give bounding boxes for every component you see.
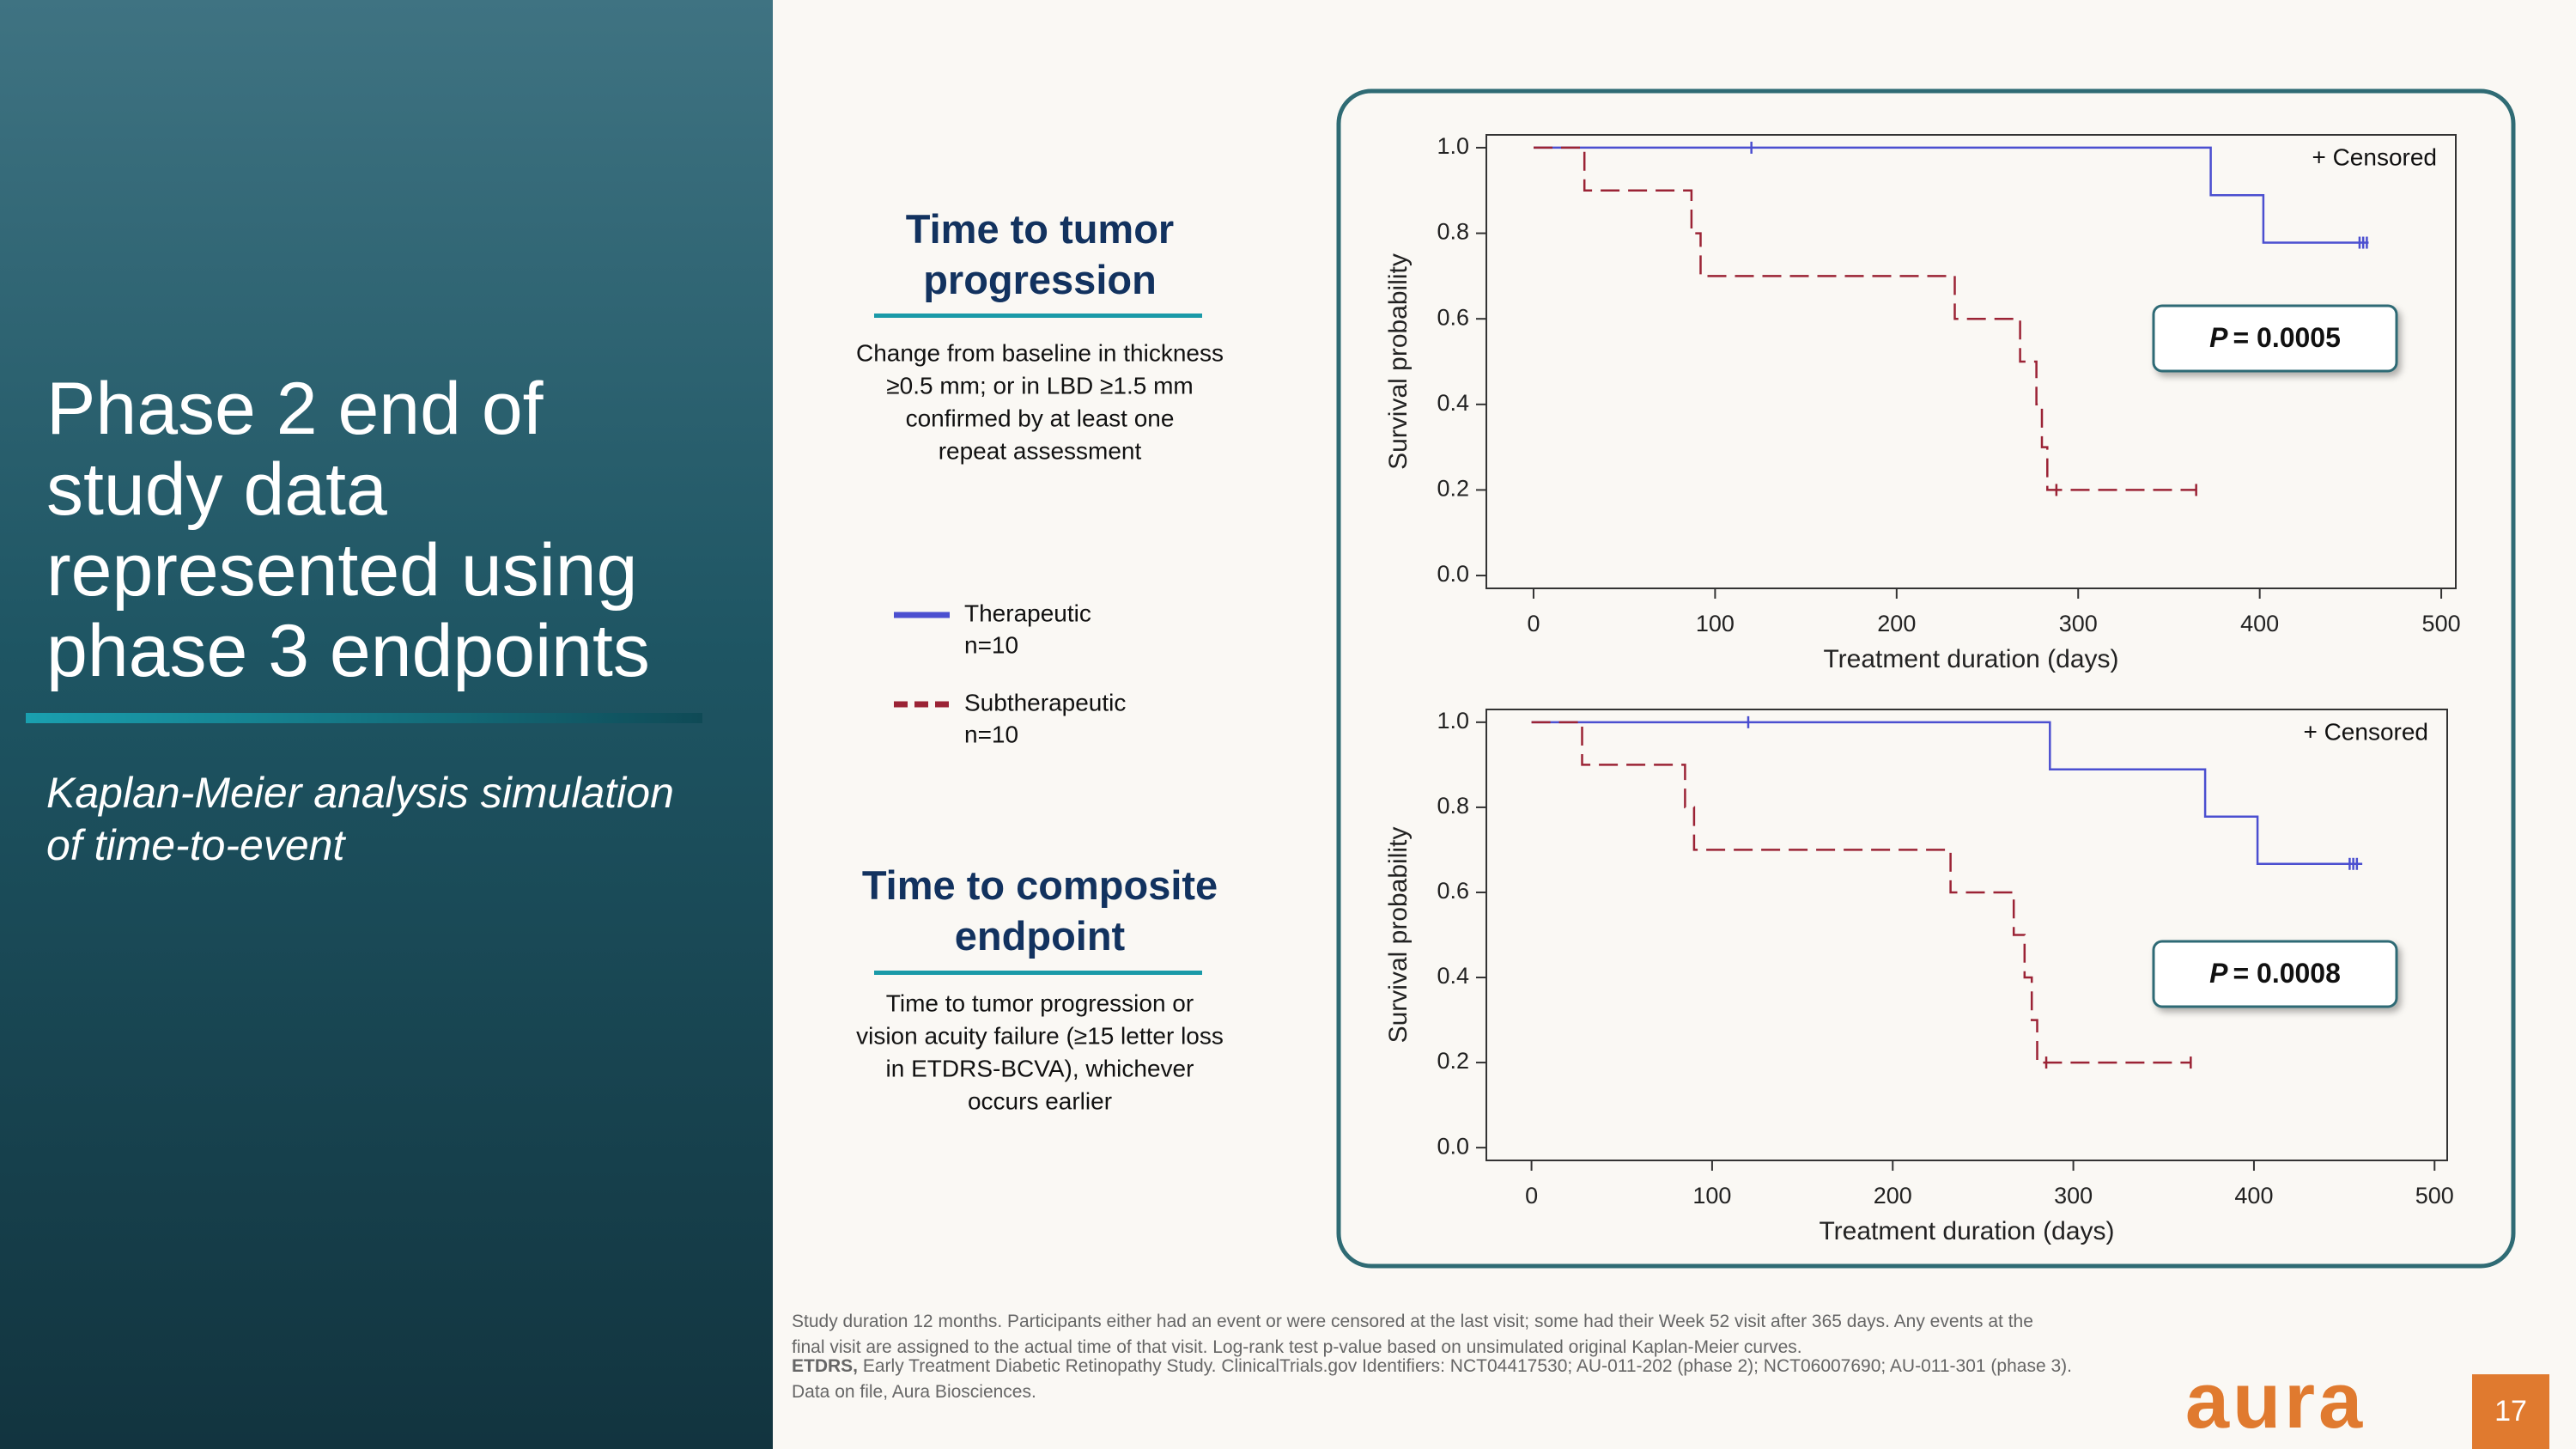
x-tick-label: 300 [2059,611,2098,636]
y-tick-label: 1.0 [1437,133,1469,159]
plot-frame [1485,134,2457,589]
censored-legend: + Censored [2312,143,2437,170]
y-tick-label: 0.2 [1437,1048,1469,1074]
x-axis-title: Treatment duration (days) [1819,1217,2114,1245]
footnote-term: ETDRS, [792,1356,858,1376]
left-panel [0,0,773,1449]
section-heading: Time to composite [862,862,1218,908]
slide-title: represented using [46,529,637,612]
section-description: ≥0.5 mm; or in LBD ≥1.5 mm [886,372,1194,399]
page-number: 17 [2494,1395,2527,1428]
section-heading: endpoint [955,913,1126,959]
footnote-line: ETDRS, Early Treatment Diabetic Retinopa… [792,1356,2072,1376]
p-symbol: P [2209,322,2228,353]
x-tick-label: 300 [2054,1183,2093,1209]
section-heading: Time to tumor [906,206,1174,252]
p-value: P = 0.0005 [2209,322,2341,353]
footnote-line: Data on file, Aura Biosciences. [792,1382,1036,1402]
survival-curve [1531,721,2363,866]
page-number-box [2472,1374,2549,1449]
footnote-line: Study duration 12 months. Participants e… [792,1312,2033,1331]
x-tick-label: 100 [1692,1183,1731,1209]
footnote-line: final visit are assigned to the actual t… [792,1337,1802,1357]
censored-legend: + Censored [2303,718,2428,745]
y-tick-label: 1.0 [1437,708,1469,734]
section-description: repeat assessment [939,437,1142,464]
survival-curve [1534,146,2196,491]
p-value-box [2152,304,2398,373]
plot-frame [1485,709,2448,1161]
legend-label: Therapeutic [964,600,1091,626]
p-value-box [2152,940,2398,1008]
y-tick-label: 0.2 [1437,476,1469,502]
heading-underline [874,314,1202,318]
y-tick-label: 0.0 [1437,561,1469,587]
p-text: = 0.0008 [2233,958,2340,989]
y-axis-title: Survival probability [1384,827,1413,1044]
slide-title: phase 3 endpoints [46,610,650,692]
slide-subtitle: Kaplan-Meier analysis simulation [46,769,674,817]
section-description: Time to tumor progression or [886,989,1194,1016]
section-description: in ETDRS-BCVA), whichever [886,1055,1194,1081]
legend-count: n=10 [964,631,1018,658]
y-axis-title: Survival probability [1384,253,1413,470]
title-underline [26,713,702,723]
legend-label: Subtherapeutic [964,689,1126,715]
p-text: = 0.0005 [2233,322,2340,353]
x-tick-label: 0 [1527,611,1540,636]
legend-count: n=10 [964,721,1018,747]
section-heading: progression [923,257,1157,302]
x-tick-label: 100 [1696,611,1735,636]
heading-underline [874,971,1202,975]
y-tick-label: 0.6 [1437,304,1469,330]
x-axis-title: Treatment duration (days) [1823,645,2118,673]
x-tick-label: 200 [1877,611,1916,636]
p-value: P = 0.0008 [2209,958,2341,989]
slide-title: study data [46,448,387,531]
x-tick-label: 500 [2422,611,2461,636]
survival-curve [1531,721,2191,1064]
footnote-definition: Early Treatment Diabetic Retinopathy Stu… [858,1356,2072,1376]
x-tick-label: 500 [2415,1183,2454,1209]
x-tick-label: 400 [2234,1183,2273,1209]
y-tick-label: 0.6 [1437,878,1469,904]
logo: aura [2185,1357,2366,1445]
section-description: vision acuity failure (≥15 letter loss [856,1022,1224,1049]
survival-curve [1534,146,2369,244]
y-tick-label: 0.8 [1437,793,1469,819]
y-tick-label: 0.4 [1437,390,1469,416]
section-description: Change from baseline in thickness [856,339,1224,366]
slide-title: Phase 2 end of [46,368,544,450]
chart-panel [1336,88,2516,1269]
y-tick-label: 0.0 [1437,1133,1469,1159]
slide-subtitle: of time-to-event [46,821,346,869]
x-tick-label: 400 [2240,611,2279,636]
x-tick-label: 200 [1874,1183,1912,1209]
y-tick-label: 0.8 [1437,219,1469,245]
y-tick-label: 0.4 [1437,963,1469,989]
section-description: confirmed by at least one [906,405,1175,431]
section-description: occurs earlier [968,1087,1112,1114]
p-symbol: P [2209,958,2228,989]
x-tick-label: 0 [1525,1183,1538,1209]
